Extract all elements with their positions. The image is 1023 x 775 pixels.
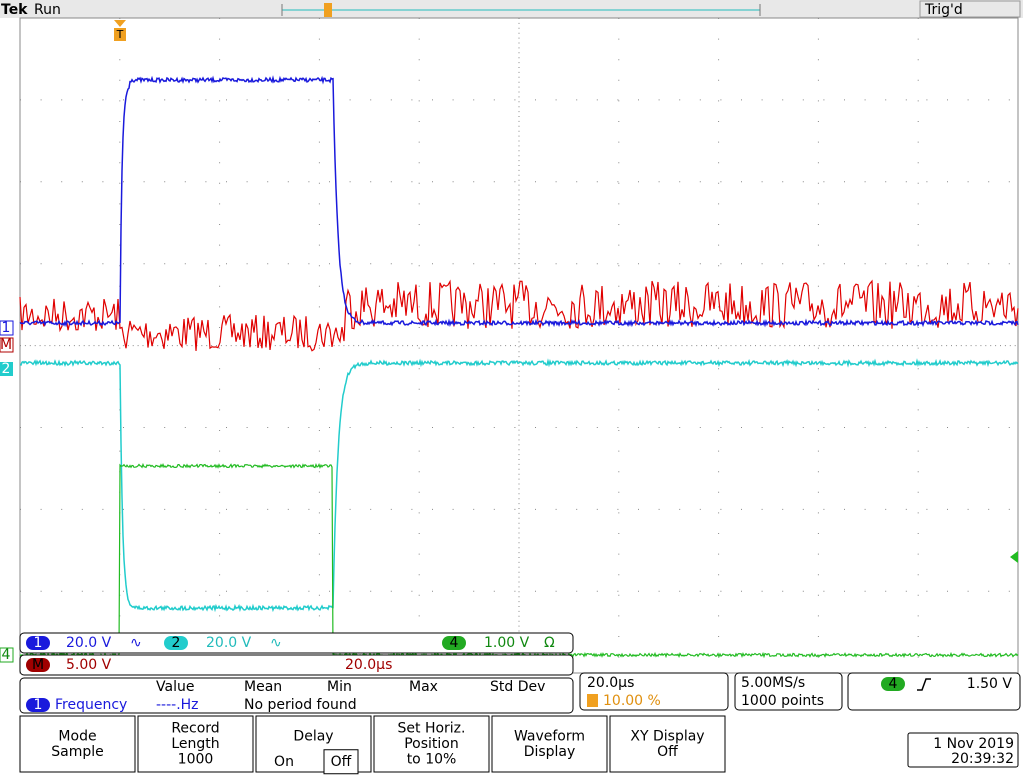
measurement-panel (19, 677, 574, 714)
menu-button[interactable] (137, 715, 254, 773)
math-time: 20.0µs (345, 657, 392, 673)
col-header: Std Dev (490, 679, 545, 695)
math-trace (19, 279, 1019, 352)
ch4-badge (442, 636, 466, 650)
button-label: Set Horiz. (398, 721, 466, 737)
ch4-coupling: Ω (544, 635, 555, 651)
trigger-status: Trig'd (924, 2, 963, 18)
record-position (324, 3, 332, 17)
run-status: Run (34, 2, 61, 18)
button-label: Length (171, 736, 219, 752)
acquisition-panel (734, 672, 843, 711)
trigger-pos-marker (114, 28, 126, 41)
trigger-level: 1.50 V (967, 676, 1013, 692)
ch2-badge (164, 636, 188, 650)
math-marker (0, 337, 14, 353)
trigger-slope (917, 678, 931, 691)
ch2-scale: 20.0 V (206, 635, 252, 651)
ch1-coupling: ∿ (130, 635, 142, 651)
brand: Tek (1, 2, 28, 18)
button-option[interactable]: On (274, 754, 294, 770)
button-label: Mode (58, 728, 96, 744)
timebase-panel (579, 672, 729, 711)
math-marker-label: M (0, 337, 12, 353)
channel-readout (19, 632, 574, 654)
ch1-trace (19, 75, 1019, 328)
ch2-marker (0, 362, 13, 376)
col-header: Max (409, 679, 438, 695)
ch1-id: 1 (34, 635, 43, 651)
button-option[interactable]: Off (331, 754, 352, 770)
ch4-trace (19, 462, 1019, 659)
button-label: Off (657, 744, 678, 760)
timebase-scale: 20.0µs (587, 675, 634, 691)
button-label: Sample (51, 744, 104, 760)
menu-button[interactable] (373, 715, 490, 773)
ch2-marker-label: 2 (2, 361, 11, 377)
math-id: M (32, 657, 44, 673)
meas-value: ----.Hz (156, 697, 199, 713)
meas-source: 1 (34, 697, 43, 713)
ch2-trace (19, 358, 1019, 613)
trigger-status-box (919, 0, 1021, 18)
menu-button[interactable] (609, 715, 726, 773)
col-header: Value (156, 679, 194, 695)
datetime-box (907, 732, 1019, 768)
ch1-marker-label: 1 (2, 320, 11, 336)
meas-source-badge (26, 698, 50, 712)
meas-name: Frequency (55, 697, 127, 713)
button-label: Position (404, 736, 459, 752)
trigger-source-badge (881, 677, 905, 691)
button-label: Record (171, 721, 219, 737)
ch1-scale: 20.0 V (66, 635, 112, 651)
math-scale: 5.00 V (66, 657, 112, 673)
time: 20:39:32 (951, 751, 1014, 767)
meas-note: No period found (244, 697, 357, 713)
ch1-badge (26, 636, 50, 650)
status-bar (0, 0, 1023, 18)
sample-rate: 5.00MS/s (741, 675, 805, 691)
menu-button[interactable] (491, 715, 608, 773)
menu-button[interactable] (19, 715, 136, 773)
option-box (323, 749, 359, 775)
button-label: Delay (293, 728, 333, 744)
button-label: Display (524, 744, 576, 760)
timebase-position: 10.00 % (603, 693, 661, 709)
timebase-t-icon (587, 694, 598, 707)
record-length: 1000 points (741, 693, 824, 709)
ch4-id: 4 (450, 635, 459, 651)
date: 1 Nov 2019 (933, 736, 1014, 752)
ch2-id: 2 (172, 635, 181, 651)
math-badge (26, 658, 50, 672)
trigger-source: 4 (889, 676, 898, 692)
ch4-marker (0, 647, 14, 663)
ch4-scale: 1.00 V (484, 635, 530, 651)
ch4-marker-label: 4 (2, 647, 11, 663)
ch2-coupling: ∿ (270, 635, 282, 651)
button-label: Waveform (514, 728, 585, 744)
button-label: XY Display (630, 728, 704, 744)
trigger-pos-arrow (114, 20, 126, 27)
math-readout (19, 654, 574, 676)
trigger-level-marker (1010, 551, 1018, 563)
button-label: to 10% (407, 752, 457, 768)
col-header: Mean (244, 679, 282, 695)
trigger-pos-label: T (116, 28, 124, 41)
col-header: Min (327, 679, 352, 695)
ch1-marker (0, 320, 14, 336)
button-label: 1000 (178, 752, 214, 768)
